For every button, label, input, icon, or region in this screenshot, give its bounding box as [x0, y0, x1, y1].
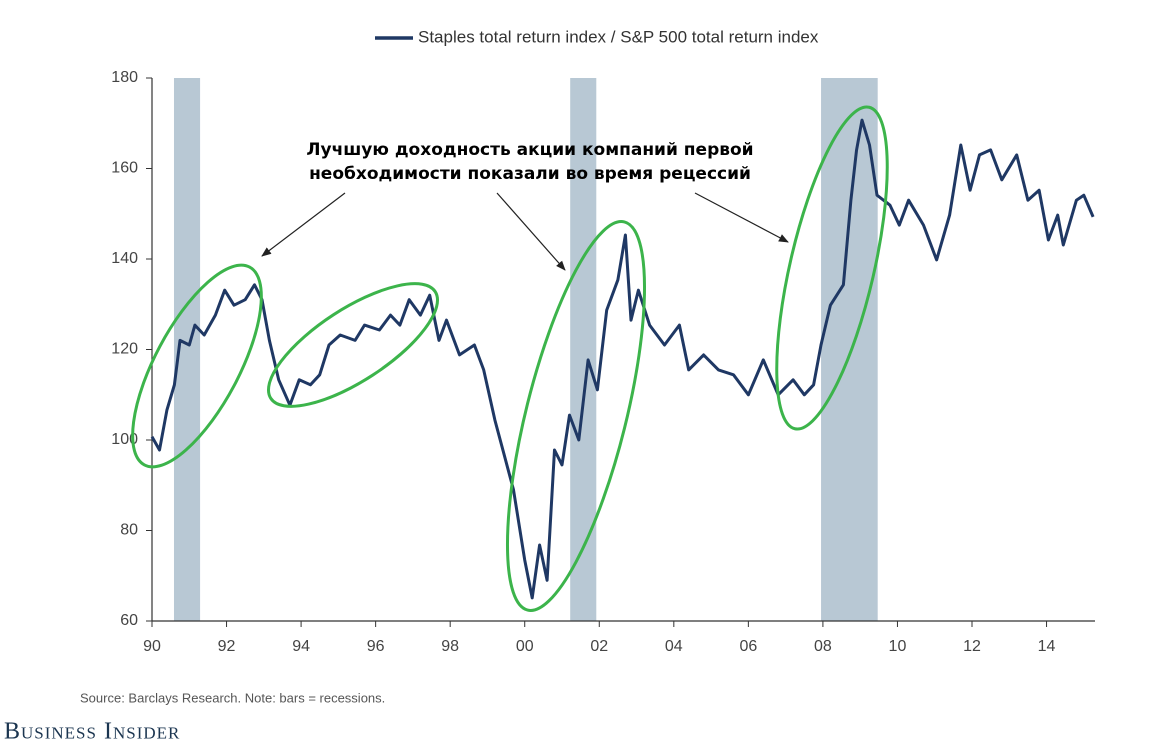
recession-bar [821, 78, 878, 621]
arrow [496, 192, 566, 271]
ellipse [775, 105, 889, 431]
y-tick-label: 80 [120, 522, 138, 539]
x-tick-label: 04 [665, 638, 683, 655]
legend-label: Staples total return index / S&P 500 tot… [418, 27, 819, 46]
ellipse [267, 282, 439, 408]
ellipse [505, 220, 647, 612]
y-tick-label: 180 [111, 69, 138, 86]
highlight-ellipses [131, 105, 889, 612]
x-tick-label: 14 [1038, 638, 1056, 655]
arrow [261, 192, 346, 257]
source-note: Source: Barclays Research. Note: bars = … [80, 690, 385, 705]
x-tick-label: 94 [292, 638, 310, 655]
arrows [261, 192, 789, 271]
arrow [694, 192, 789, 243]
x-tick-label: 96 [367, 638, 385, 655]
x-tick-label: 02 [590, 638, 608, 655]
x-tick-label: 12 [963, 638, 981, 655]
x-tick-label: 90 [143, 638, 161, 655]
ellipse [131, 263, 263, 469]
x-tick-label: 98 [441, 638, 459, 655]
x-tick-label: 10 [889, 638, 907, 655]
series-line [150, 118, 1095, 600]
x-tick-label: 08 [814, 638, 832, 655]
annotation: Лучшую доходность акции компаний первой [306, 140, 753, 160]
x-tick-label: 00 [516, 638, 534, 655]
y-tick-label: 60 [120, 612, 138, 629]
x-tick-label: 06 [739, 638, 757, 655]
y-tick-label: 160 [111, 160, 138, 177]
y-tick-label: 120 [111, 341, 138, 358]
brand-logo: Business Insider [4, 719, 180, 745]
y-tick-label: 140 [111, 250, 138, 267]
annotation: необходимости показали во время рецессий [309, 164, 751, 184]
x-tick-label: 92 [218, 638, 236, 655]
